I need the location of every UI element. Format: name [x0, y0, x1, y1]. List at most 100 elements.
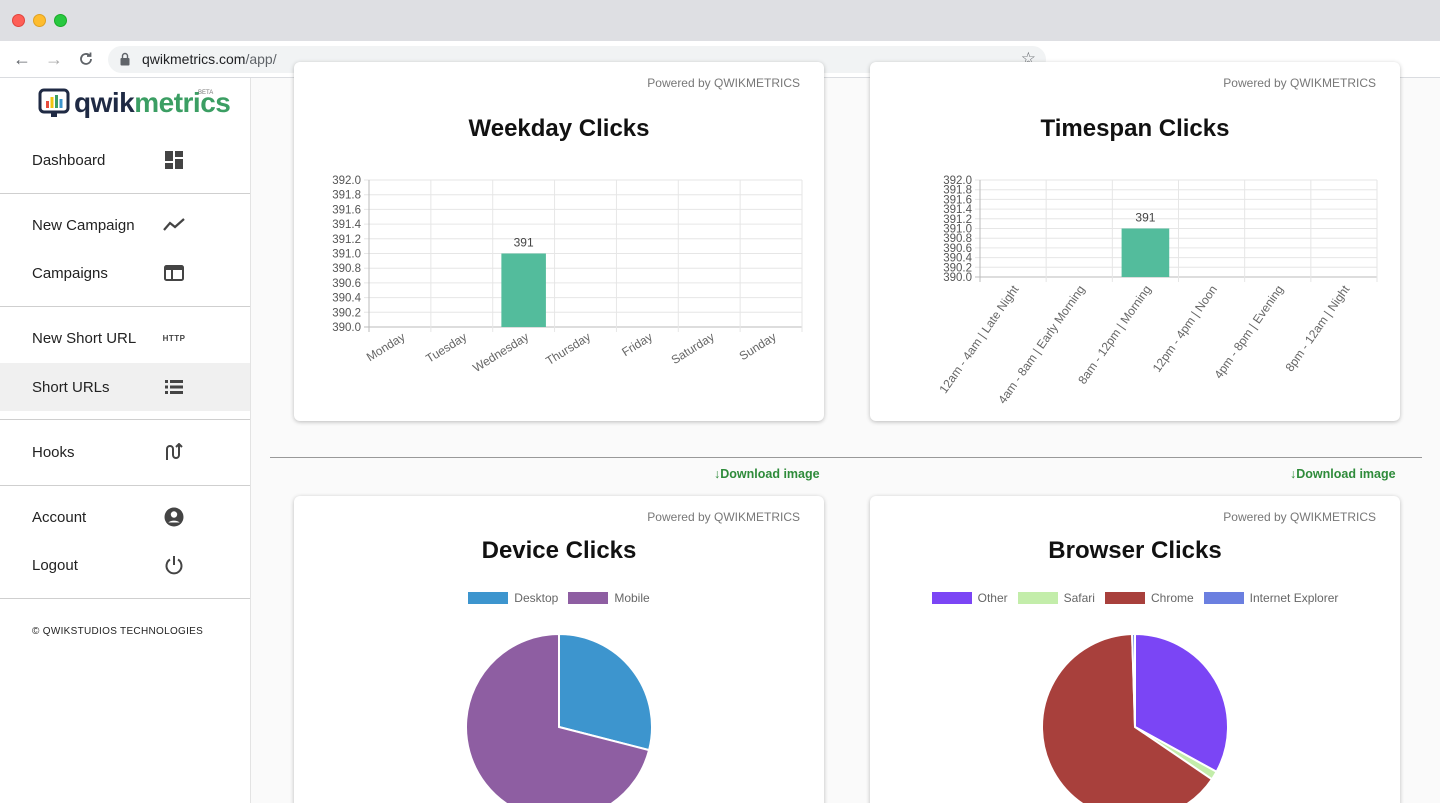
http-icon: HTTP — [162, 333, 186, 343]
sidebar-item-campaigns[interactable]: Campaigns — [0, 249, 250, 297]
y-tick-label: 390.6 — [943, 243, 972, 255]
maximize-window-button[interactable] — [54, 14, 67, 27]
url-text: qwikmetrics.com/app/ — [142, 51, 277, 67]
y-tick-label: 390.4 — [943, 253, 972, 265]
chart-title: Browser Clicks — [1048, 537, 1222, 564]
x-tick-label: 8am - 12pm | Morning — [1075, 283, 1154, 387]
browser-clicks-card: Powered by QWIKMETRICS Browser Clicks Ot… — [870, 496, 1400, 803]
legend-item[interactable]: Mobile — [568, 591, 650, 605]
legend-swatch-other — [931, 592, 972, 604]
reload-icon[interactable] — [74, 47, 98, 71]
bar — [501, 253, 546, 327]
chart-legend: Other Safari Chrome Internet Explorer — [870, 591, 1400, 605]
y-tick-label: 391.8 — [332, 190, 361, 202]
y-tick-label: 390.2 — [332, 307, 361, 319]
x-tick-label: Thursday — [543, 330, 593, 368]
close-window-button[interactable] — [12, 14, 25, 27]
pie-slice — [465, 632, 651, 803]
web-icon — [163, 262, 185, 284]
chart-title: Timespan Clicks — [1040, 115, 1230, 142]
sidebar-item-short-urls[interactable]: Short URLs — [0, 363, 250, 411]
y-tick-label: 391.6 — [943, 194, 972, 206]
data-label: 391 — [514, 236, 534, 250]
x-tick-label: Wednesday — [470, 330, 531, 375]
y-tick-label: 391.0 — [332, 249, 361, 261]
legend-swatch-ie — [1203, 592, 1244, 604]
legend-swatch-chrome — [1104, 592, 1145, 604]
powered-by-label: Powered by QWIKMETRICS — [1223, 76, 1376, 90]
sidebar-divider — [0, 419, 250, 420]
y-tick-label: 391.4 — [332, 219, 361, 231]
y-tick-label: 390.2 — [943, 262, 972, 274]
logo-monitor-icon — [38, 88, 70, 117]
pie-slice — [1131, 632, 1136, 728]
weekday-clicks-chart: 392.0 391.8 391.6 391.4 391.2 391.0 390.8 390.6… — [332, 175, 803, 375]
hook-icon — [163, 441, 185, 463]
y-tick-label: 391.4 — [943, 204, 972, 216]
legend-item[interactable]: Chrome — [1104, 591, 1194, 605]
dashboard-icon — [163, 149, 185, 171]
pie-slice — [1041, 633, 1214, 803]
y-tick-label: 390.4 — [332, 293, 361, 305]
back-icon[interactable]: ← — [13, 49, 31, 69]
download-image-link[interactable]: ↓Download image — [1290, 467, 1396, 481]
device-clicks-pie — [465, 632, 653, 803]
sidebar-item-logout[interactable]: Logout — [0, 541, 250, 589]
x-tick-label: Sunday — [737, 330, 779, 363]
legend-item[interactable]: Other — [931, 591, 1008, 605]
x-tick-label: 12pm - 4pm | Noon — [1150, 283, 1220, 375]
powered-by-label: Powered by QWIKMETRICS — [1223, 510, 1376, 524]
sidebar-divider — [0, 485, 250, 486]
sidebar-divider — [0, 306, 250, 307]
x-tick-label: 8pm - 12am | Night — [1282, 282, 1352, 374]
x-tick-label: Saturday — [669, 330, 717, 367]
legend-swatch-desktop — [468, 592, 509, 604]
data-label: 391 — [1135, 211, 1155, 225]
y-tick-label: 391.2 — [943, 214, 972, 226]
lock-icon — [120, 52, 130, 66]
x-tick-label: Monday — [364, 330, 408, 365]
y-tick-label: 390.6 — [332, 278, 361, 290]
sidebar-divider — [0, 193, 250, 194]
timespan-clicks-card: Powered by QWIKMETRICS Timespan Clicks 3… — [870, 62, 1400, 421]
copyright-text: © QWIKSTUDIOS TECHNOLOGIES — [32, 626, 204, 637]
legend-swatch-mobile — [568, 592, 609, 604]
sidebar-item-account[interactable]: Account — [0, 493, 250, 541]
account-circle-icon — [163, 506, 185, 528]
power-icon — [163, 554, 185, 576]
y-tick-label: 390.0 — [943, 272, 972, 284]
trending-up-icon — [163, 214, 185, 236]
minimize-window-button[interactable] — [33, 14, 46, 27]
sidebar-divider — [0, 598, 250, 599]
x-tick-label: Tuesday — [423, 330, 469, 366]
y-tick-label: 391.6 — [332, 204, 361, 216]
y-tick-label: 390.0 — [332, 322, 361, 334]
x-tick-label: Friday — [619, 330, 655, 360]
weekday-clicks-card: Powered by QWIKMETRICS Weekday Clicks 39… — [294, 62, 824, 421]
list-icon — [163, 376, 185, 398]
sidebar-item-new-short-url[interactable]: New Short URL HTTP — [0, 314, 250, 362]
sidebar-item-hooks[interactable]: Hooks — [0, 428, 250, 476]
logo[interactable]: qwikmetrics BETA — [38, 86, 231, 120]
legend-item[interactable]: Internet Explorer — [1203, 591, 1338, 605]
pie-slice — [1134, 632, 1229, 774]
forward-icon[interactable]: → — [45, 49, 63, 69]
y-tick-label: 391.2 — [332, 234, 361, 246]
y-tick-label: 390.8 — [943, 233, 972, 245]
sidebar-item-new-campaign[interactable]: New Campaign — [0, 201, 250, 249]
legend-swatch-safari — [1017, 592, 1058, 604]
y-tick-label: 391.8 — [943, 185, 972, 197]
legend-item[interactable]: Desktop — [468, 591, 558, 605]
pie-slice — [558, 632, 653, 752]
chart-legend: Desktop Mobile — [294, 591, 824, 605]
browser-clicks-pie — [1041, 632, 1229, 803]
download-image-link[interactable]: ↓Download image — [714, 467, 820, 481]
sidebar-item-dashboard[interactable]: Dashboard — [0, 136, 250, 184]
bar — [1121, 228, 1170, 277]
window-titlebar — [0, 0, 1440, 41]
legend-item[interactable]: Safari — [1017, 591, 1095, 605]
y-tick-label: 392.0 — [943, 175, 972, 187]
powered-by-label: Powered by QWIKMETRICS — [647, 76, 800, 90]
powered-by-label: Powered by QWIKMETRICS — [647, 510, 800, 524]
y-tick-label: 392.0 — [332, 175, 361, 187]
